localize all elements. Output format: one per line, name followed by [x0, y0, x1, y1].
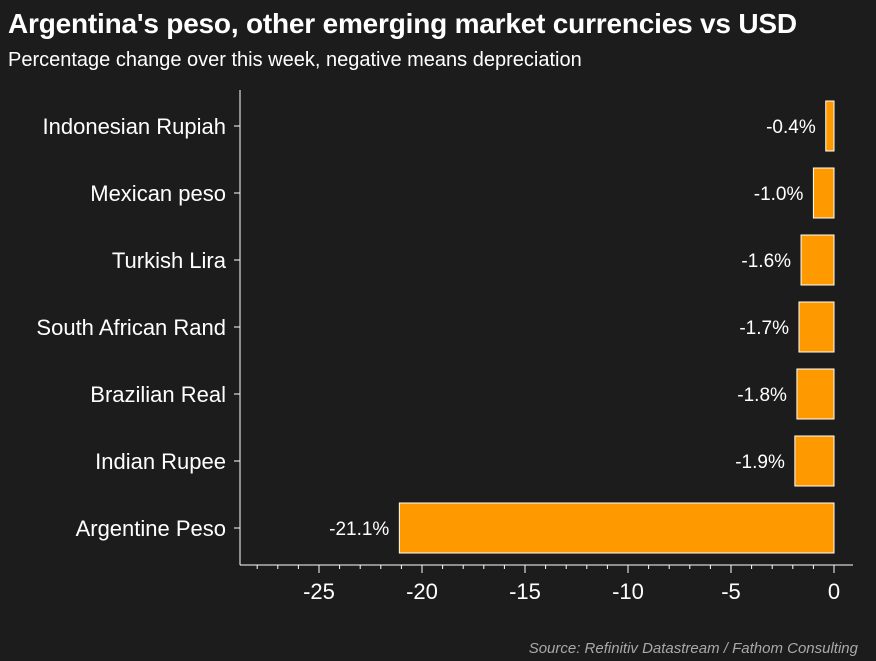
value-label: -1.9% — [735, 452, 785, 473]
bar — [825, 100, 835, 152]
x-tick-label: -25 — [303, 579, 335, 604]
category-label: South African Rand — [36, 315, 226, 340]
value-label: -1.7% — [739, 318, 789, 339]
x-tick-label: -5 — [721, 579, 741, 604]
x-tick-label: -15 — [509, 579, 541, 604]
source-note: Source: Refinitiv Datastream / Fathom Co… — [528, 640, 858, 657]
category-label: Argentine Peso — [76, 516, 226, 541]
x-tick-label: 0 — [828, 579, 840, 604]
bar — [812, 167, 835, 219]
value-label: -1.0% — [754, 184, 804, 205]
category-label: Indonesian Rupiah — [43, 114, 226, 139]
bar — [798, 301, 835, 353]
x-tick-label: -20 — [406, 579, 438, 604]
category-label: Mexican peso — [90, 181, 226, 206]
bar — [398, 502, 835, 554]
bar — [794, 435, 835, 487]
value-label: -1.6% — [741, 251, 791, 272]
bar — [796, 368, 835, 420]
bar — [800, 234, 835, 286]
x-tick-label: -10 — [612, 579, 644, 604]
value-label: -1.8% — [737, 385, 787, 406]
category-label: Brazilian Real — [90, 382, 226, 407]
value-label: -0.4% — [766, 117, 816, 138]
chart-title: Argentina's peso, other emerging market … — [8, 8, 797, 39]
chart-subtitle: Percentage change over this week, negati… — [8, 49, 582, 71]
category-label: Indian Rupee — [95, 449, 226, 474]
category-label: Turkish Lira — [112, 248, 227, 273]
value-label: -21.1% — [329, 519, 389, 540]
